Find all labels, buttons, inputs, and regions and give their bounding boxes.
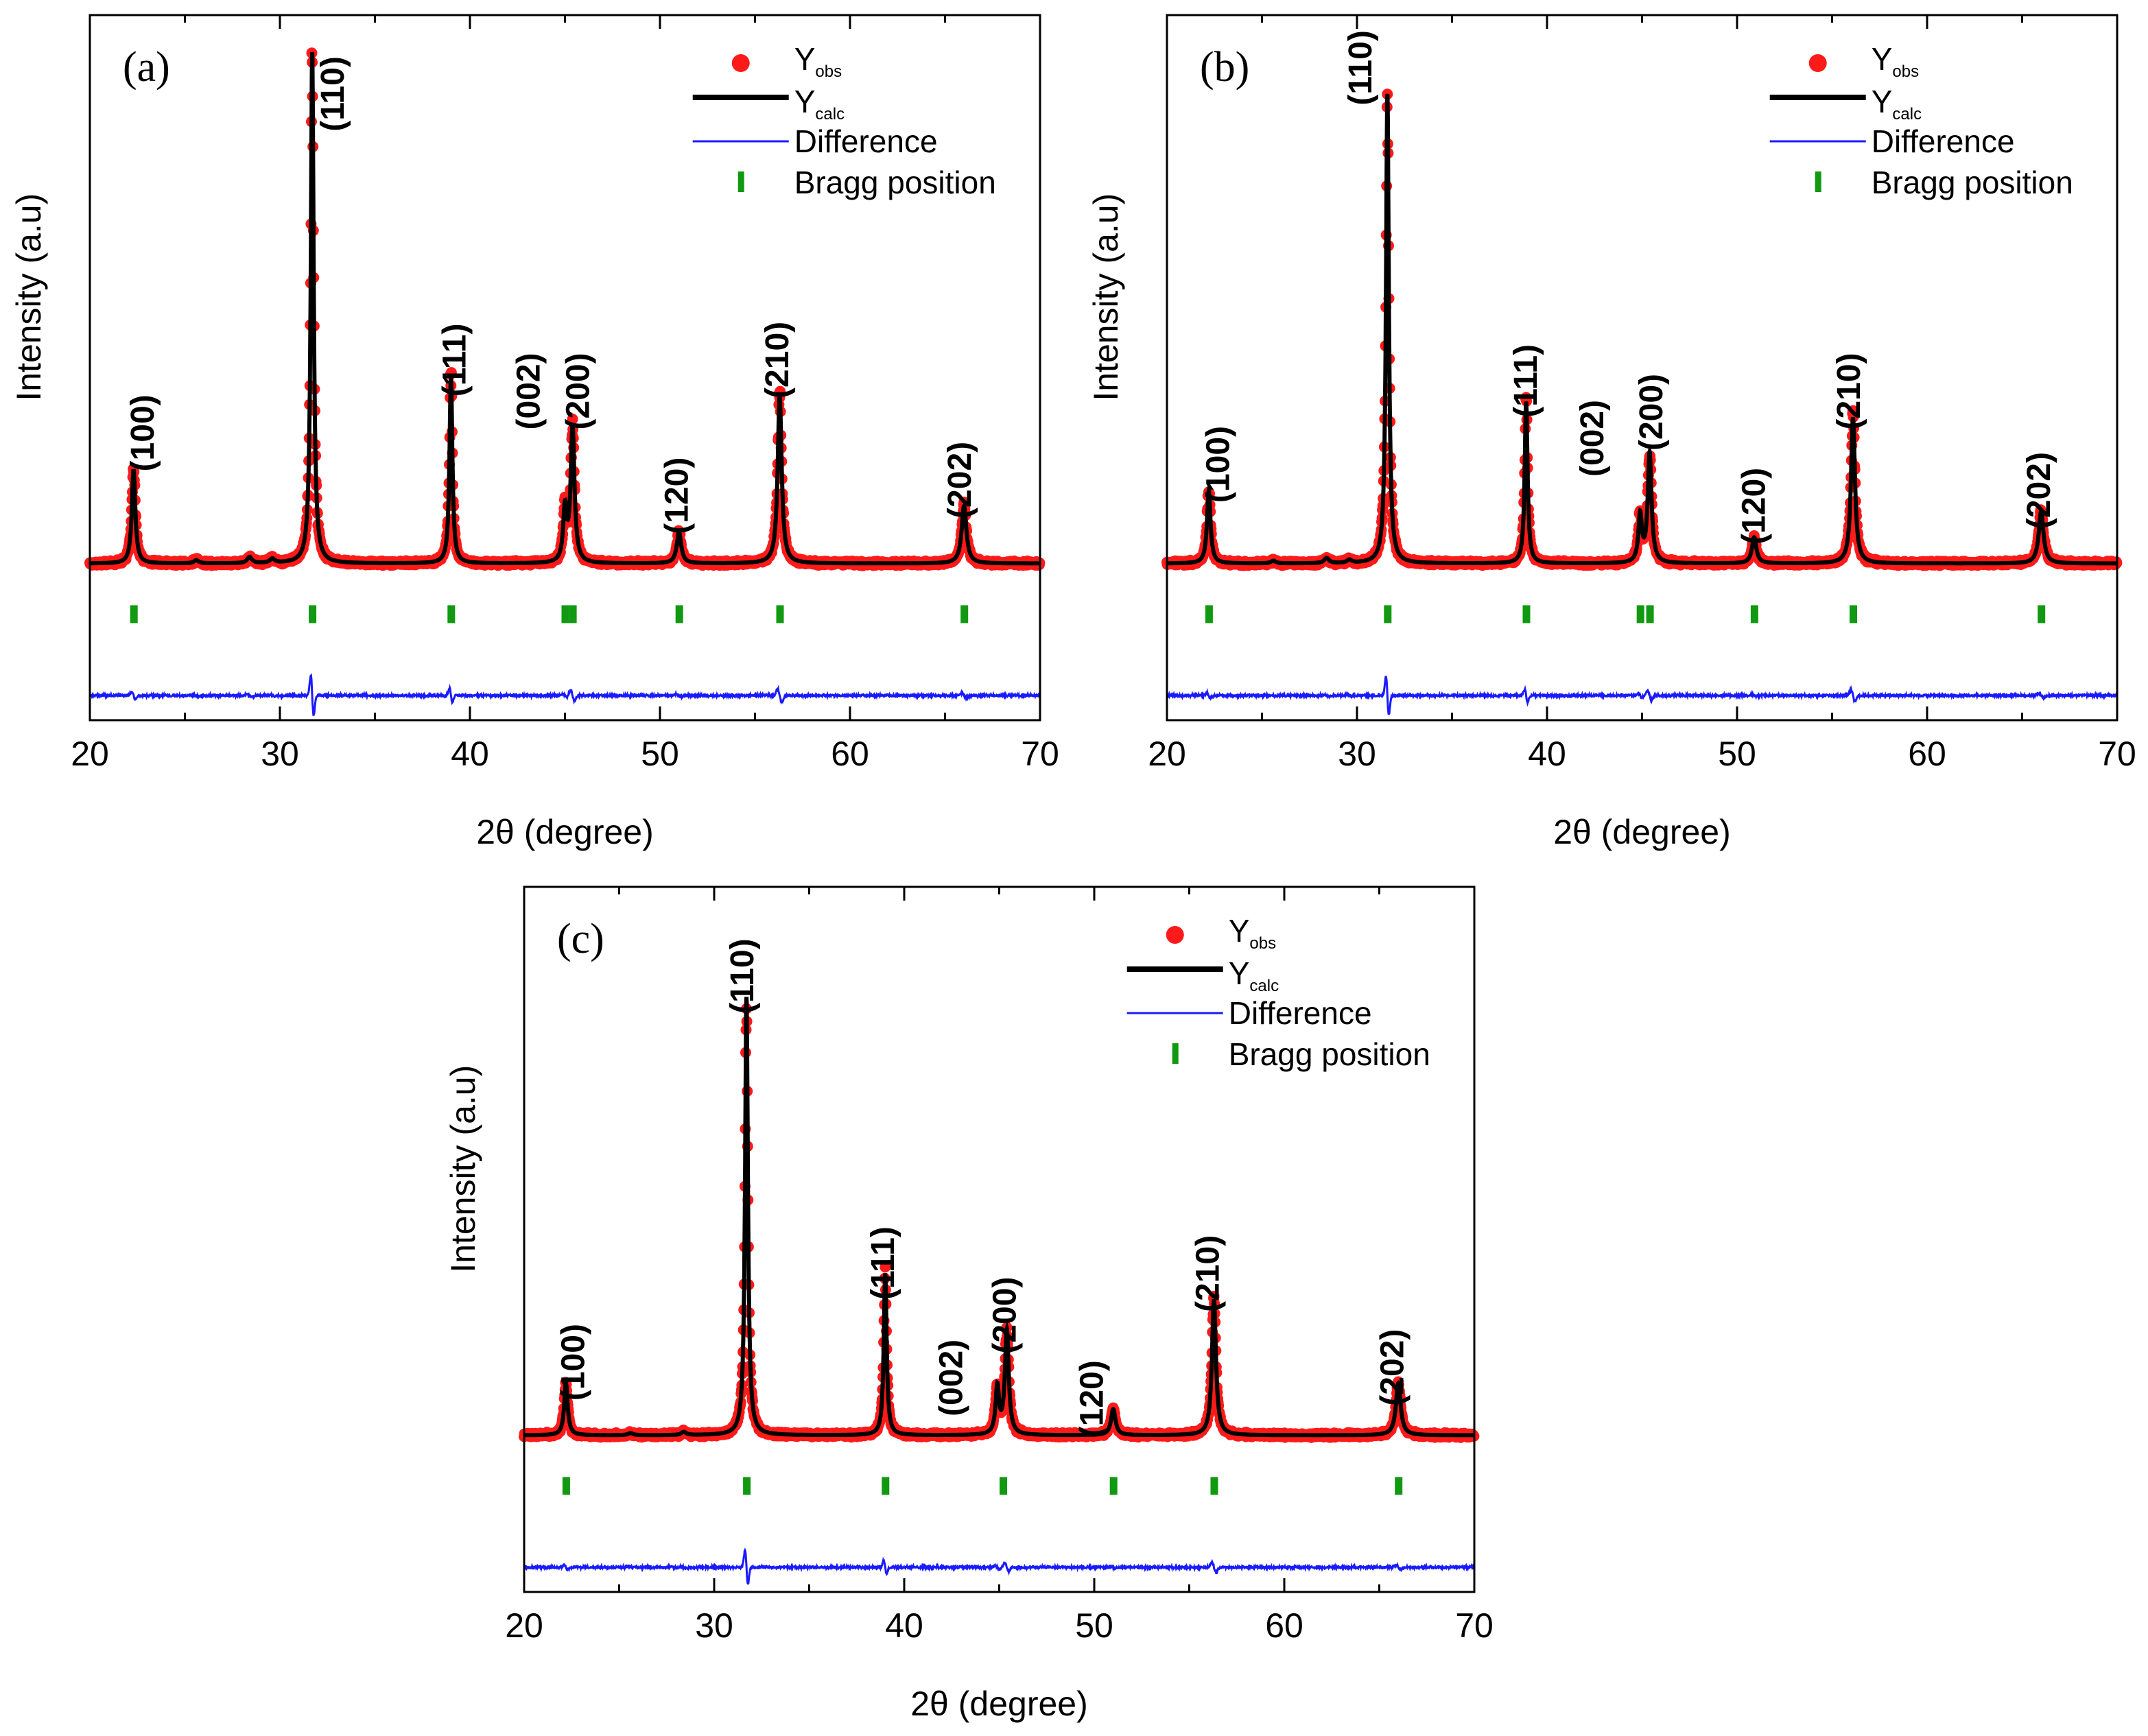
legend-obs-main: Y: [794, 41, 816, 77]
legend-obs-marker: [731, 54, 750, 72]
x-tick-label: 50: [641, 735, 679, 773]
legend-bragg-text: Bragg position: [794, 165, 996, 200]
bragg-tick: [960, 605, 969, 623]
peak-label: (200): [560, 353, 596, 429]
panel-a-label: (a): [123, 44, 170, 91]
legend-bragg-marker: [737, 171, 744, 192]
x-tick-label: 40: [451, 735, 489, 773]
x-tick-label: 70: [1021, 735, 1059, 773]
peak-label: (210): [759, 322, 796, 399]
legend-obs-sub: obs: [815, 62, 842, 81]
peak-label: (111): [436, 324, 473, 397]
x-tick-label: 20: [71, 735, 109, 773]
panel-a-y-axis-title: Intensity (a.u): [10, 193, 48, 401]
peak-label: (120): [659, 457, 695, 534]
bragg-tick: [130, 605, 138, 623]
bragg-tick: [561, 605, 569, 623]
bragg-tick: [447, 605, 456, 623]
legend-calc-main: Y: [794, 84, 816, 119]
x-tick-label: 60: [831, 735, 869, 773]
legend-diff-text: Difference: [794, 123, 938, 159]
bragg-tick: [776, 605, 784, 623]
yobs-point: [445, 367, 457, 379]
bragg-tick: [675, 605, 683, 623]
bragg-tick: [309, 605, 317, 623]
yobs-point: [567, 414, 578, 425]
panel-a-x-axis-title: 2θ (degree): [476, 813, 654, 851]
peak-label: (002): [510, 353, 547, 429]
peak-label: (100): [125, 394, 161, 471]
legend-calc-sub: calc: [815, 105, 845, 123]
panel-a-curves: [84, 47, 1046, 716]
bragg-tick: [569, 605, 577, 623]
peak-label: (202): [942, 442, 978, 519]
peak-label: (110): [315, 56, 351, 131]
panel-a: (100) (110) (111) (002) (200) (120) (210) (202)…: [10, 14, 1059, 851]
x-tick-label: 30: [261, 735, 299, 773]
